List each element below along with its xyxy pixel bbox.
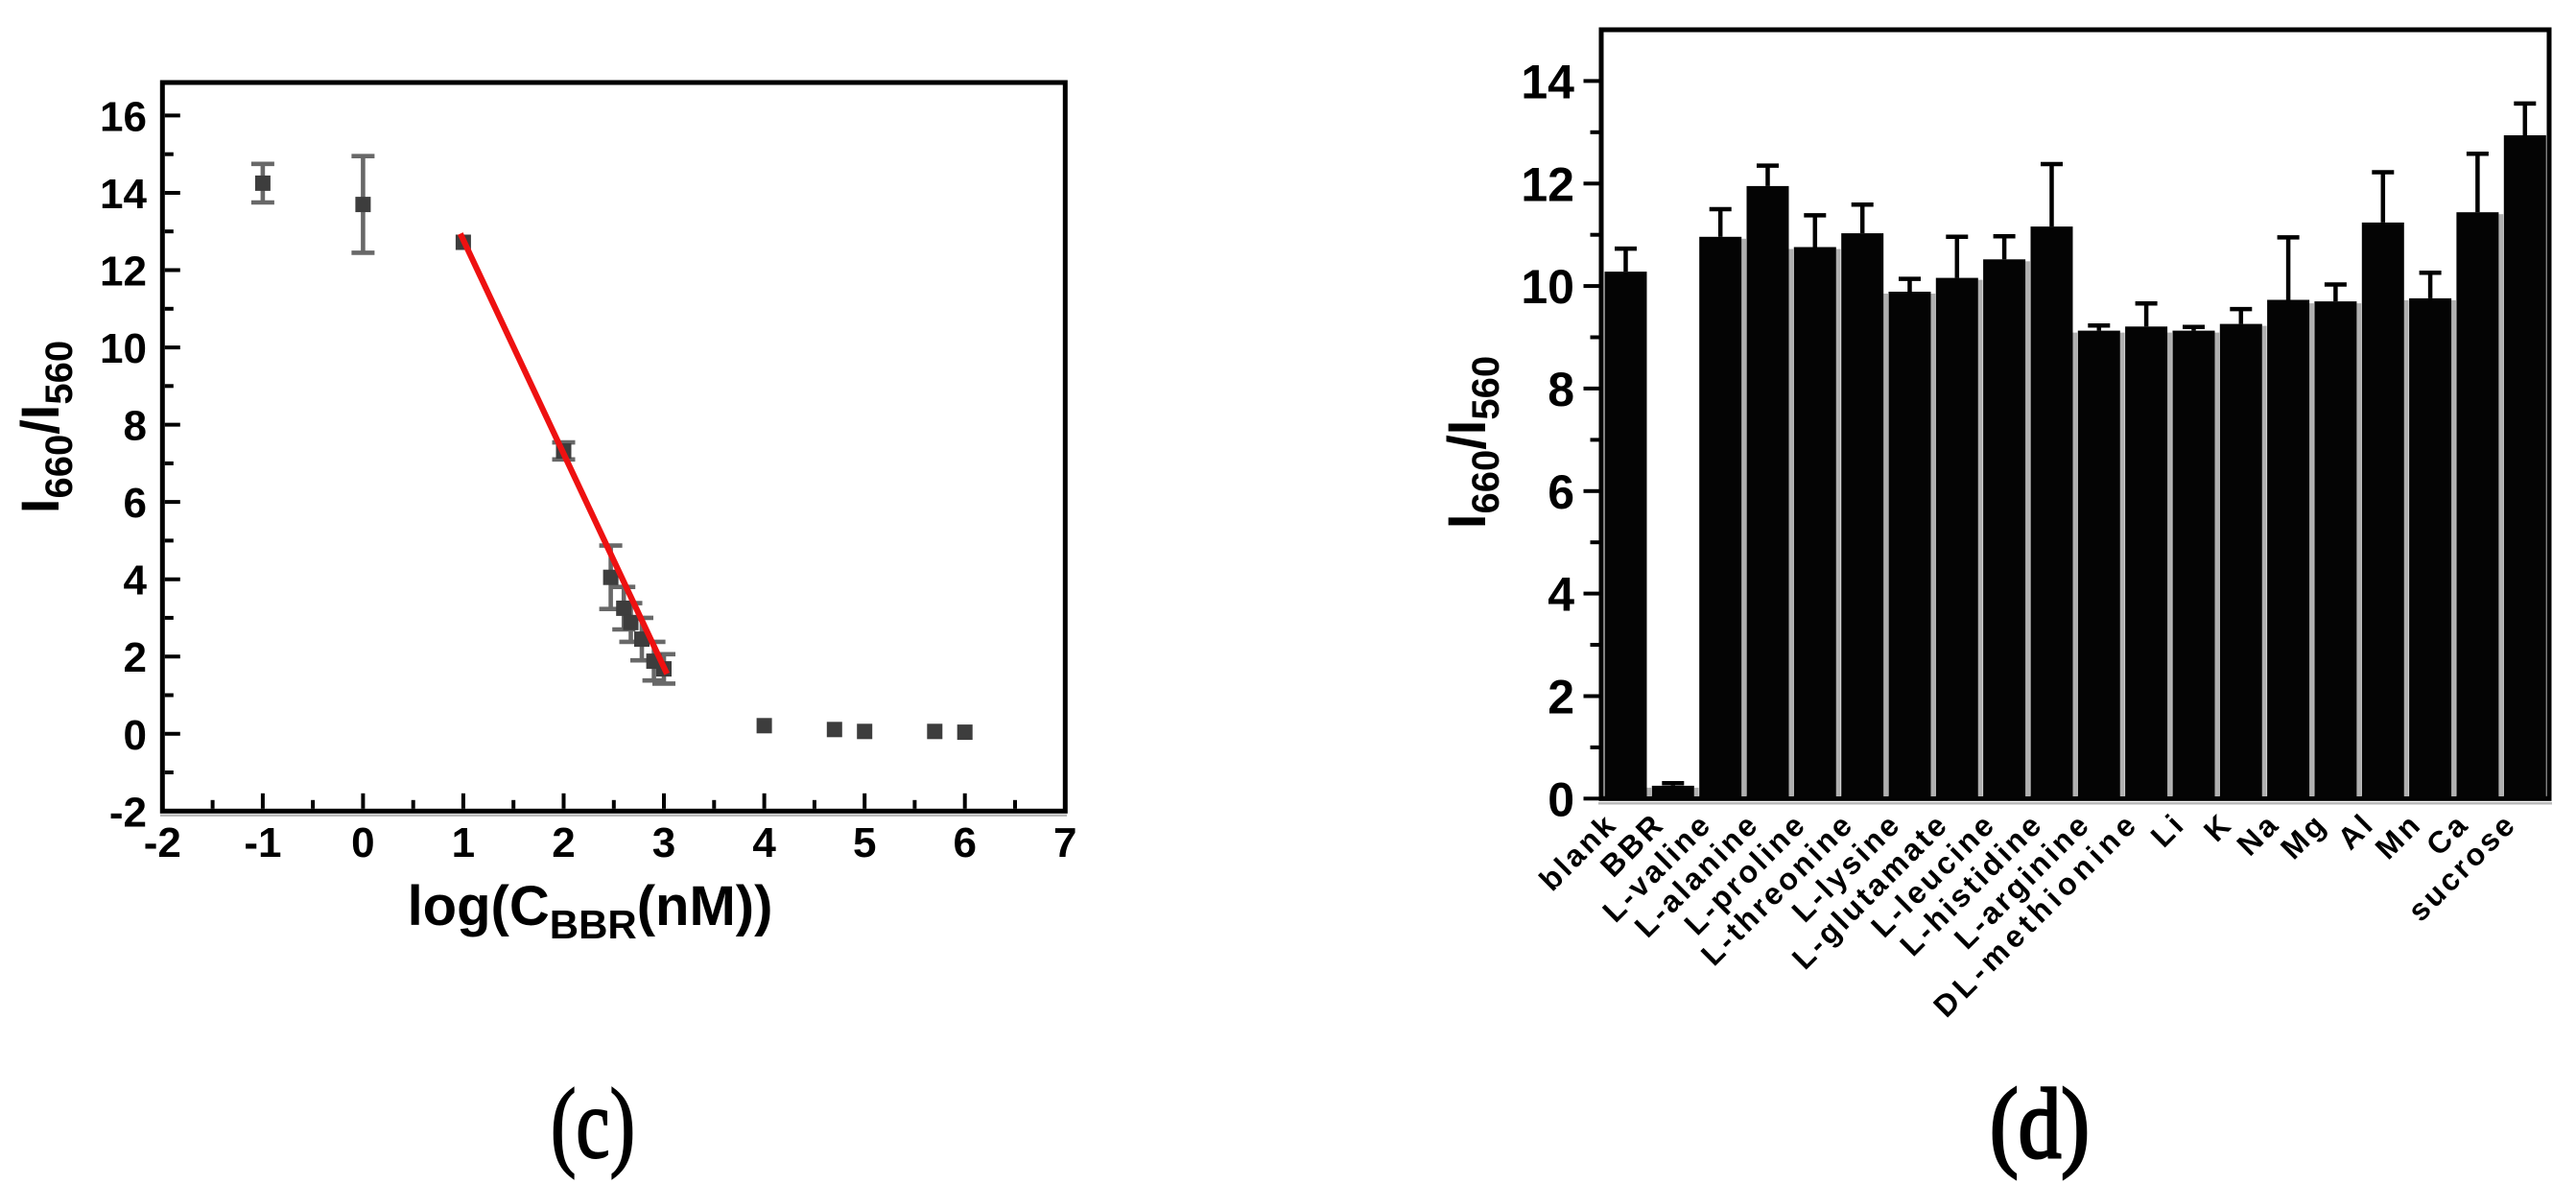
svg-text:4: 4 — [1548, 568, 1574, 622]
svg-text:6: 6 — [1548, 465, 1574, 519]
svg-text:(d): (d) — [1990, 1069, 2090, 1179]
svg-text:0: 0 — [351, 819, 374, 866]
svg-text:K: K — [2197, 806, 2239, 848]
svg-text:4: 4 — [752, 819, 776, 866]
svg-text:Mg: Mg — [2274, 806, 2333, 865]
svg-text:14: 14 — [1521, 55, 1574, 108]
svg-text:Na: Na — [2230, 806, 2286, 863]
svg-text:1: 1 — [452, 819, 475, 866]
svg-text:12: 12 — [1521, 157, 1574, 211]
svg-text:10: 10 — [100, 325, 147, 372]
svg-text:3: 3 — [652, 819, 675, 866]
svg-text:12: 12 — [100, 249, 147, 296]
svg-text:8: 8 — [124, 403, 147, 450]
svg-text:I660/I560: I660/I560 — [10, 341, 81, 513]
svg-text:-2: -2 — [144, 819, 181, 866]
svg-text:-2: -2 — [109, 789, 147, 836]
svg-text:2: 2 — [1548, 671, 1574, 724]
svg-text:0: 0 — [1548, 772, 1574, 826]
svg-text:6: 6 — [953, 819, 976, 866]
svg-text:2: 2 — [552, 819, 575, 866]
svg-text:Li: Li — [2144, 806, 2192, 854]
svg-text:Mn: Mn — [2369, 806, 2428, 865]
svg-text:4: 4 — [124, 557, 148, 604]
svg-text:10: 10 — [1521, 260, 1574, 314]
svg-text:8: 8 — [1548, 363, 1574, 416]
svg-text:Al: Al — [2330, 806, 2380, 856]
svg-text:2: 2 — [124, 634, 147, 681]
svg-text:I660/I560: I660/I560 — [1436, 356, 1507, 529]
svg-text:14: 14 — [100, 171, 147, 218]
svg-text:0: 0 — [124, 712, 147, 759]
svg-text:5: 5 — [853, 819, 876, 866]
svg-text:(c): (c) — [551, 1069, 635, 1179]
svg-text:7: 7 — [1053, 819, 1076, 866]
svg-text:log(CBBR(nM)): log(CBBR(nM)) — [408, 875, 773, 947]
svg-text:6: 6 — [124, 480, 147, 527]
svg-text:-1: -1 — [244, 819, 281, 866]
svg-text:16: 16 — [100, 93, 147, 140]
